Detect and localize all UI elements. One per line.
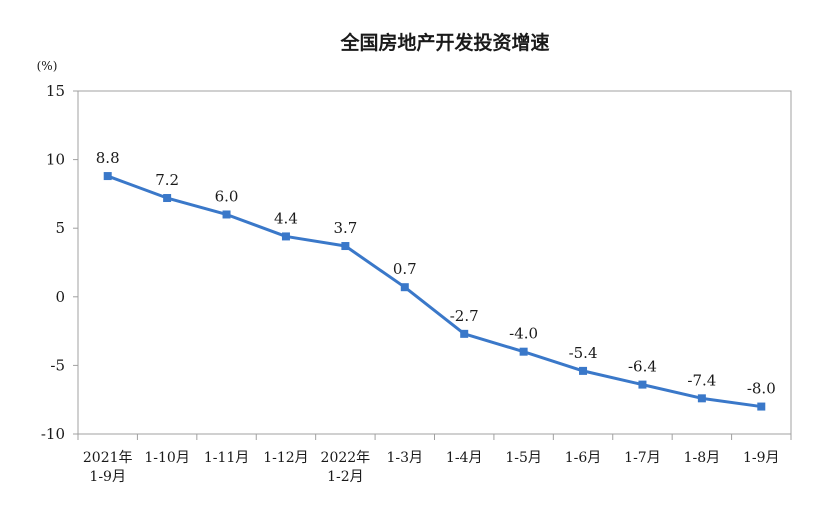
data-point-marker xyxy=(519,347,528,356)
x-tick-label: 1-2月 xyxy=(327,469,364,485)
x-tick-label: 1-3月 xyxy=(387,450,424,466)
x-tick-label: 1-4月 xyxy=(446,450,483,466)
data-point-marker xyxy=(579,366,588,375)
data-label: 4.4 xyxy=(274,209,298,227)
data-point-marker xyxy=(460,329,469,338)
data-point-marker xyxy=(281,232,290,241)
y-tick-label: 10 xyxy=(46,151,65,169)
y-axis: 15 10 5 0 -5 -10 xyxy=(41,82,78,443)
data-label: -6.4 xyxy=(628,358,657,376)
y-tick-label: -10 xyxy=(41,425,65,443)
y-tick-label: -5 xyxy=(50,356,65,374)
data-label: -8.0 xyxy=(747,380,776,398)
data-point-marker xyxy=(638,380,647,389)
data-point-marker xyxy=(697,394,706,403)
x-tick-label: 1-8月 xyxy=(684,450,721,466)
data-label-group: 8.8 7.2 6.0 4.4 3.7 0.7 -2.7 -4.0 -5.4 -6.4 -7.4 -8… xyxy=(96,149,776,397)
y-tick-label: 0 xyxy=(55,288,65,306)
series-line-group xyxy=(103,172,766,411)
data-label: -5.4 xyxy=(569,344,598,362)
data-label: 3.7 xyxy=(333,219,357,237)
x-tick-label: 1-9月 xyxy=(743,450,780,466)
data-label: -2.7 xyxy=(450,307,479,325)
plot-frame xyxy=(77,90,792,435)
x-tick-label: 1-7月 xyxy=(624,450,661,466)
x-tick-label: 1-10月 xyxy=(144,450,189,466)
x-tick-label: 1-9月 xyxy=(89,469,126,485)
x-axis: 2021年 1-9月 1-10月 1-11月 1-12月 2022年 1-2月 1-3月 1-4… xyxy=(77,434,792,485)
data-point-marker xyxy=(757,402,766,411)
data-label: -7.4 xyxy=(687,371,716,389)
x-tick-label: 2021年 xyxy=(83,450,133,466)
data-point-marker xyxy=(400,283,409,292)
x-tick-label: 2022年 xyxy=(321,450,371,466)
data-label: 0.7 xyxy=(393,260,417,278)
data-point-marker xyxy=(341,242,350,251)
data-label: 6.0 xyxy=(215,187,239,205)
data-label: 7.2 xyxy=(155,171,179,189)
data-point-marker xyxy=(103,172,112,181)
chart-title: 全国房地产开发投资增速 xyxy=(339,31,549,54)
series-line xyxy=(107,174,762,409)
x-tick-label: 1-5月 xyxy=(505,450,542,466)
y-tick-label: 15 xyxy=(46,82,65,100)
y-unit-label: (%) xyxy=(37,59,58,73)
data-point-marker xyxy=(222,210,231,219)
data-point-marker xyxy=(163,194,172,203)
data-label: -4.0 xyxy=(509,325,538,343)
y-tick-label: 5 xyxy=(55,219,65,237)
x-tick-label: 1-12月 xyxy=(263,450,308,466)
x-tick-label: 1-6月 xyxy=(565,450,602,466)
data-label: 8.8 xyxy=(96,149,120,167)
x-tick-label: 1-11月 xyxy=(204,450,249,466)
